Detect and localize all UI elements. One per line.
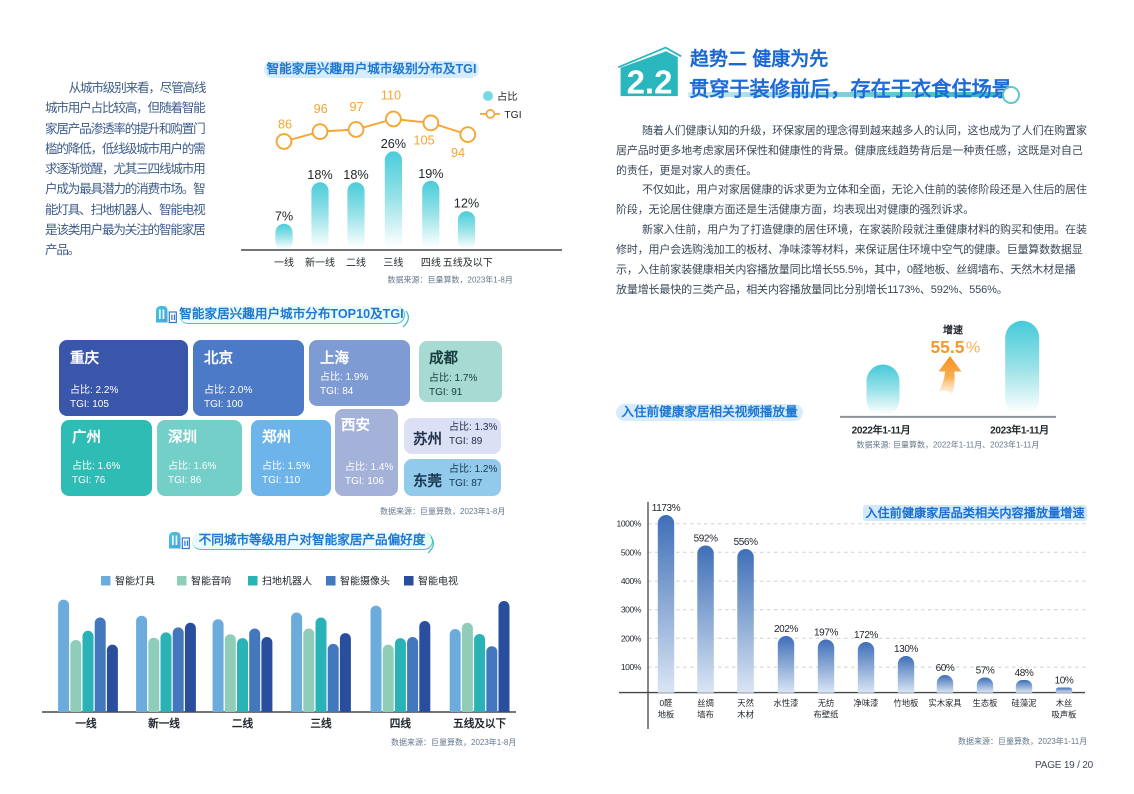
svg-text:一线: 一线 (274, 256, 294, 269)
svg-text:%: % (966, 339, 980, 356)
svg-text:12%: 12% (454, 196, 479, 210)
svg-text:四线: 四线 (421, 256, 441, 269)
svg-text:竹地板: 竹地板 (894, 698, 920, 708)
svg-text:木材: 木材 (737, 710, 754, 720)
svg-text:2.2: 2.2 (627, 64, 673, 101)
svg-text:1173%: 1173% (652, 503, 681, 514)
svg-text:净味漆: 净味漆 (854, 698, 879, 708)
svg-text:1000%: 1000% (617, 519, 642, 529)
svg-text:吸声板: 吸声板 (1052, 710, 1078, 720)
svg-text:18%: 18% (343, 168, 368, 182)
svg-text:110: 110 (381, 89, 401, 103)
svg-text:57%: 57% (976, 666, 995, 677)
svg-text:墙布: 墙布 (697, 710, 714, 720)
svg-text:天然: 天然 (737, 698, 754, 708)
svg-text:105: 105 (413, 134, 434, 148)
svg-text:94: 94 (451, 146, 465, 160)
svg-text:10%: 10% (1055, 676, 1074, 687)
svg-text:无纺: 无纺 (818, 698, 835, 708)
svg-text:592%: 592% (694, 534, 718, 545)
svg-text:增速: 增速 (943, 323, 963, 336)
svg-text:生态板: 生态板 (973, 698, 999, 708)
svg-text:556%: 556% (734, 537, 758, 548)
svg-text:数据来源: 巨量算数，2022年1-11月、2023年1-1: 数据来源: 巨量算数，2022年1-11月、2023年1-11月 (857, 440, 1040, 450)
svg-text:智能音响: 智能音响 (191, 575, 231, 588)
svg-text:97: 97 (349, 100, 363, 114)
svg-text:一线: 一线 (75, 717, 97, 730)
svg-text:2022年1-11月: 2022年1-11月 (852, 424, 911, 437)
svg-text:7%: 7% (275, 209, 293, 223)
svg-text:智能摄像头: 智能摄像头 (340, 575, 390, 588)
svg-text:202%: 202% (774, 624, 798, 635)
svg-text:木丝: 木丝 (1056, 698, 1073, 708)
svg-text:水性漆: 水性漆 (774, 698, 799, 708)
svg-text:400%: 400% (621, 576, 642, 586)
svg-text:占比: 占比 (497, 90, 518, 103)
svg-text:数据来源：巨量算数，2023年1-8月: 数据来源：巨量算数，2023年1-8月 (391, 737, 516, 747)
svg-text:数据来源：巨量算数，2023年1-8月: 数据来源：巨量算数，2023年1-8月 (388, 275, 513, 285)
svg-text:TGI: TGI (504, 110, 521, 121)
svg-text:55.5: 55.5 (930, 337, 964, 357)
svg-text:26%: 26% (381, 137, 406, 151)
svg-text:二线: 二线 (346, 256, 366, 269)
svg-text:19%: 19% (418, 167, 443, 181)
svg-text:100%: 100% (621, 662, 642, 672)
svg-text:197%: 197% (814, 628, 838, 639)
svg-text:130%: 130% (894, 644, 918, 655)
svg-text:扫地机器人: 扫地机器人 (262, 575, 312, 588)
svg-text:二线: 二线 (232, 717, 254, 730)
svg-text:18%: 18% (307, 168, 332, 182)
svg-text:500%: 500% (621, 547, 642, 557)
svg-text:60%: 60% (936, 663, 955, 674)
svg-text:48%: 48% (1015, 668, 1034, 679)
svg-text:地板: 地板 (658, 710, 675, 720)
svg-text:五线及以下: 五线及以下 (453, 717, 506, 730)
svg-text:布壁纸: 布壁纸 (814, 710, 839, 720)
svg-text:172%: 172% (854, 630, 878, 641)
svg-text:2023年1-11月: 2023年1-11月 (990, 424, 1049, 437)
svg-text:三线: 三线 (310, 717, 332, 730)
svg-text:智能灯具: 智能灯具 (115, 575, 155, 588)
svg-text:0醛: 0醛 (660, 698, 674, 708)
svg-text:新一线: 新一线 (148, 717, 180, 730)
svg-text:200%: 200% (621, 633, 642, 643)
svg-text:96: 96 (314, 102, 328, 116)
svg-text:300%: 300% (621, 605, 642, 615)
svg-text:丝绸: 丝绸 (697, 698, 714, 708)
svg-text:86: 86 (278, 118, 292, 132)
svg-text:硅藻泥: 硅藻泥 (1012, 698, 1037, 708)
svg-text:三线: 三线 (383, 256, 403, 269)
svg-text:四线: 四线 (390, 717, 412, 730)
svg-text:新一线: 新一线 (305, 256, 335, 269)
svg-text:智能电视: 智能电视 (418, 575, 458, 588)
svg-text:五线及以下: 五线及以下 (443, 256, 493, 269)
svg-text:实木家具: 实木家具 (928, 698, 961, 708)
